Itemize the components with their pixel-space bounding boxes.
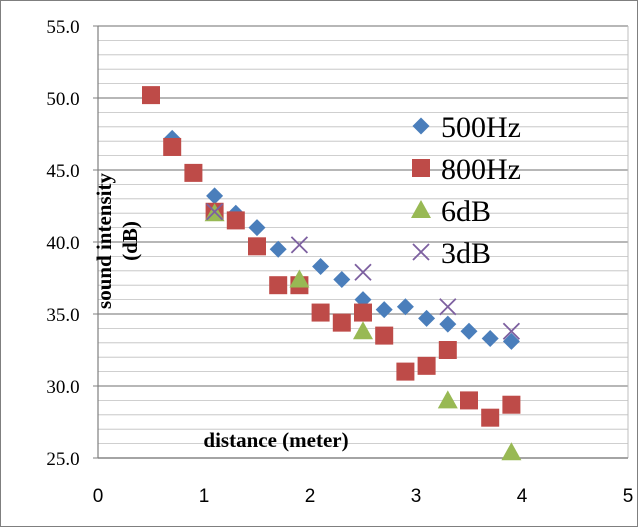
800Hz-point <box>354 303 372 322</box>
3dB-point <box>290 236 309 254</box>
y-tick-label: 35.0 <box>46 305 79 326</box>
3dB-point <box>439 298 457 316</box>
800Hz-point <box>184 163 203 182</box>
800Hz-point <box>226 211 245 230</box>
800Hz-point <box>375 326 394 345</box>
3dB-point <box>354 263 372 281</box>
y-axis-title: sound intensity(dB) <box>92 173 142 309</box>
6dB-point <box>353 321 373 340</box>
legend-6dB-point <box>411 200 431 218</box>
x-tick-label: 3 <box>411 486 422 507</box>
x-tick-label: 2 <box>305 486 316 507</box>
legend-label: 800Hz <box>441 153 521 186</box>
500Hz-point <box>502 332 520 350</box>
y-axis-title-line: sound intensity <box>92 173 116 309</box>
500Hz-point <box>396 298 414 316</box>
500Hz-point <box>206 187 224 205</box>
legend-label: 500Hz <box>441 111 521 144</box>
3dB-point <box>502 322 521 340</box>
500Hz-point <box>375 301 393 319</box>
x-axis-title: distance (meter) <box>203 428 348 452</box>
legend-label: 6dB <box>441 195 491 228</box>
800Hz-point <box>460 391 478 410</box>
x-tick-label: 4 <box>517 486 528 507</box>
800Hz-point <box>396 362 415 381</box>
legend-3dB-point <box>412 243 430 261</box>
500Hz-point <box>248 219 266 237</box>
500Hz-point <box>418 309 436 327</box>
800Hz-point <box>142 86 160 105</box>
y-tick-label: 25.0 <box>46 449 79 470</box>
legend-label: 3dB <box>441 237 491 270</box>
500Hz-point <box>439 315 457 333</box>
y-axis-title-line: (dB) <box>118 221 142 261</box>
800Hz-point <box>163 137 182 156</box>
legend-800Hz-point <box>412 159 430 177</box>
y-tick-label: 30.0 <box>46 377 79 398</box>
800Hz-point <box>481 408 500 427</box>
legend-500Hz-point <box>412 117 430 135</box>
800Hz-point <box>417 356 436 375</box>
x-tick-label: 1 <box>199 486 210 507</box>
500Hz-point <box>269 240 287 258</box>
x-tick-label: 5 <box>623 486 634 507</box>
500Hz-point <box>460 322 478 340</box>
500Hz-point <box>481 329 499 347</box>
800Hz-point <box>332 313 351 332</box>
800Hz-point <box>438 341 457 359</box>
3dB-point <box>205 203 224 221</box>
800Hz-point <box>502 395 521 414</box>
y-tick-label: 50.0 <box>46 89 79 110</box>
800Hz-point <box>269 276 288 295</box>
y-tick-label: 40.0 <box>46 233 79 254</box>
6dB-point <box>289 269 310 288</box>
500Hz-point <box>333 270 351 288</box>
500Hz-point <box>312 257 330 275</box>
6dB-point <box>501 442 522 461</box>
y-tick-label: 55.0 <box>46 17 79 38</box>
800Hz-point <box>311 303 330 322</box>
x-tick-label: 0 <box>93 486 104 507</box>
6dB-point <box>437 390 458 409</box>
800Hz-point <box>248 237 266 256</box>
y-tick-label: 45.0 <box>46 161 79 182</box>
